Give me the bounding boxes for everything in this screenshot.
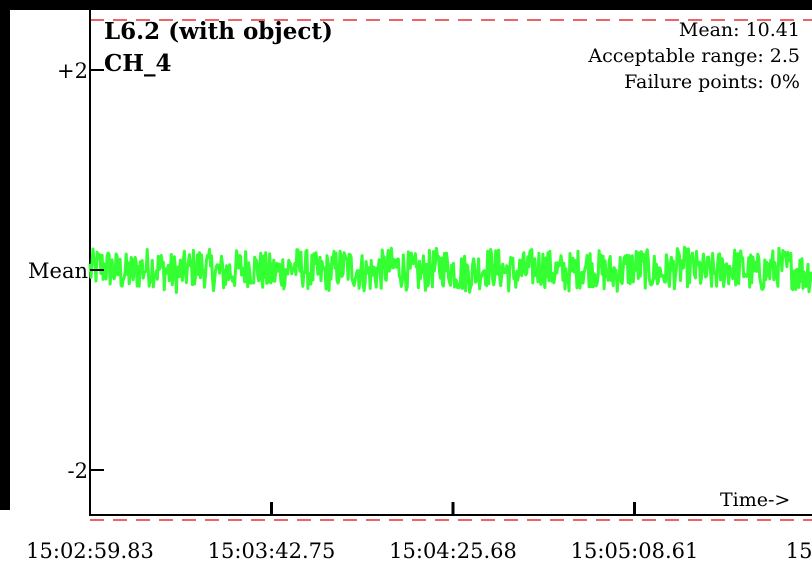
left-edge-bar bbox=[0, 0, 10, 510]
x-tick-label: 15:02:59.83 bbox=[26, 539, 154, 561]
chart-subtitle: CH_4 bbox=[104, 50, 172, 77]
chart-title: L6.2 (with object) bbox=[104, 18, 333, 45]
series-line bbox=[88, 245, 812, 294]
x-tick-label: 15:05:08.61 bbox=[571, 539, 699, 561]
x-axis-label-bg bbox=[714, 489, 812, 513]
x-tick-label: 15:04:25.68 bbox=[389, 539, 517, 561]
y-tick-label: +2 bbox=[57, 59, 88, 83]
x-tick-label: 15:03:42.75 bbox=[208, 539, 336, 561]
y-tick-label: -2 bbox=[68, 459, 88, 483]
failure-stat: Failure points: 0% bbox=[624, 71, 800, 93]
mean-stat: Mean: 10.41 bbox=[679, 19, 800, 41]
x-tick-label: 15:05 bbox=[786, 539, 812, 561]
x-axis-label: Time-> bbox=[720, 489, 790, 511]
y-tick-label: Mean bbox=[28, 259, 88, 283]
top-edge-bar bbox=[0, 0, 812, 10]
range-stat: Acceptable range: 2.5 bbox=[587, 45, 800, 67]
